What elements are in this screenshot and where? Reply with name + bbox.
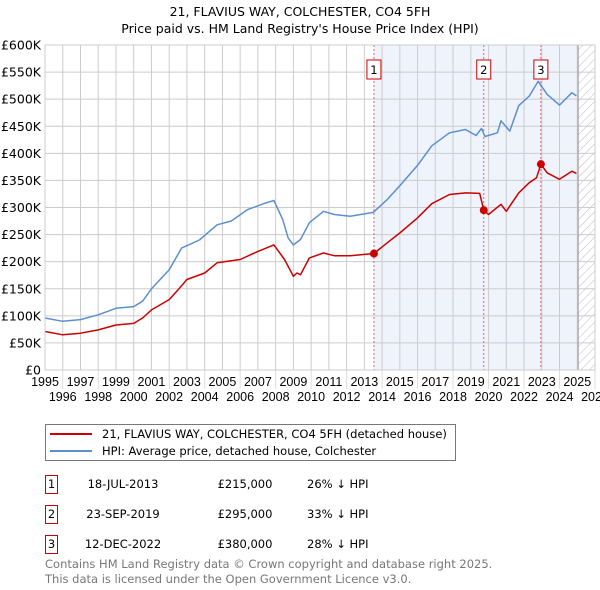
x-tick-label: 2003 [173, 375, 201, 389]
x-tick-label: 2017 [421, 375, 449, 389]
y-tick-label: £100K [1, 308, 42, 323]
transaction-marker: 3 [45, 535, 58, 554]
y-tick-label: £200K [1, 254, 42, 269]
x-tick-label: 1997 [67, 375, 95, 389]
x-tick-label: 2002 [155, 390, 183, 404]
transaction-marker: 2 [45, 505, 58, 524]
x-tick-label: 1999 [102, 375, 130, 389]
legend-item-property: 21, FLAVIUS WAY, COLCHESTER, CO4 5FH (de… [50, 426, 447, 442]
sale-label-box [366, 59, 382, 80]
chart-legend: 21, FLAVIUS WAY, COLCHESTER, CO4 5FH (de… [45, 424, 456, 461]
sale-label-box [533, 59, 549, 80]
transaction-row: 3 12-DEC-2022 £380,000 28% ↓ HPI [45, 535, 465, 555]
x-tick-label: 2011 [315, 375, 342, 389]
y-tick-label: £250K [1, 227, 42, 242]
y-tick-label: £300K [1, 200, 42, 215]
x-tick-label: 2014 [368, 390, 396, 404]
y-tick-label: £600K [1, 38, 42, 53]
price-chart: 1995199619971998199920002001200220032004… [1, 38, 600, 405]
plot-border [44, 44, 596, 371]
x-tick-label: 2016 [404, 390, 432, 404]
x-tick-label: 2025 [563, 375, 591, 389]
transaction-price: £215,000 [217, 477, 273, 491]
transaction-price: £380,000 [217, 537, 273, 551]
chart-subtitle: Price paid vs. HM Land Registry's House … [121, 21, 479, 36]
transaction-hpi-diff: 28% ↓ HPI [307, 537, 369, 551]
x-tick-label: 2005 [209, 375, 237, 389]
sale-point [479, 206, 488, 215]
x-tick-label: 1998 [84, 390, 112, 404]
y-tick-label: £500K [1, 92, 42, 107]
x-tick-label: 2004 [191, 390, 219, 404]
sale-point [369, 249, 378, 258]
x-tick-label: 2022 [510, 390, 538, 404]
transaction-price: £295,000 [217, 507, 273, 521]
y-tick-label: £550K [1, 65, 42, 80]
transaction-date: 23-SEP-2019 [86, 507, 160, 521]
footer-licence: This data is licensed under the Open Gov… [45, 572, 412, 586]
x-tick-label: 1996 [49, 390, 77, 404]
hpi-line [44, 80, 577, 323]
x-tick-label: 2015 [386, 375, 414, 389]
x-tick-label: 2006 [226, 390, 254, 404]
x-tick-label: 2009 [279, 375, 307, 389]
footer-copyright: Contains HM Land Registry data © Crown c… [45, 557, 493, 571]
x-tick-label: 2013 [350, 375, 378, 389]
transaction-hpi-diff: 33% ↓ HPI [307, 507, 369, 521]
sale-label: 1 [370, 63, 377, 77]
x-tick-label: 2024 [546, 390, 574, 404]
sale-label-box [476, 59, 492, 80]
x-tick-label: 2007 [244, 375, 272, 389]
x-tick-label: 2012 [333, 390, 361, 404]
y-tick-label: £50K [9, 335, 42, 350]
property-price-line [44, 163, 577, 336]
x-tick-label: 2001 [138, 375, 166, 389]
x-tick-label: 2008 [262, 390, 290, 404]
y-tick-label: £0 [25, 363, 41, 378]
x-tick-label: 2020 [475, 390, 503, 404]
y-tick-label: £150K [1, 281, 42, 296]
x-tick-label: 2023 [528, 375, 556, 389]
legend-swatch-property [50, 433, 92, 435]
x-tick-label: 2018 [439, 390, 467, 404]
y-tick-label: £400K [1, 146, 42, 161]
transaction-marker: 1 [45, 475, 58, 494]
x-tick-label: 2019 [457, 375, 485, 389]
x-tick-label: 2021 [492, 375, 520, 389]
legend-label-property: 21, FLAVIUS WAY, COLCHESTER, CO4 5FH (de… [102, 427, 447, 441]
y-tick-label: £450K [1, 119, 42, 134]
x-tick-label: 2010 [297, 390, 325, 404]
sale-point [536, 160, 545, 169]
transaction-row: 2 23-SEP-2019 £295,000 33% ↓ HPI [45, 505, 465, 525]
legend-label-hpi: HPI: Average price, detached house, Colc… [102, 444, 377, 458]
sale-label: 2 [480, 63, 487, 77]
legend-swatch-hpi [50, 450, 92, 452]
x-tick-label: 1995 [31, 375, 59, 389]
transaction-date: 18-JUL-2013 [87, 477, 159, 491]
y-tick-label: £350K [1, 173, 42, 188]
x-tick-label: 2000 [120, 390, 148, 404]
x-tick-label: 2026 [581, 390, 600, 404]
transaction-row: 1 18-JUL-2013 £215,000 26% ↓ HPI [45, 475, 465, 495]
transaction-hpi-diff: 26% ↓ HPI [307, 477, 369, 491]
legend-item-hpi: HPI: Average price, detached house, Colc… [50, 443, 447, 459]
chart-title: 21, FLAVIUS WAY, COLCHESTER, CO4 5FH [169, 4, 431, 19]
transaction-date: 12-DEC-2022 [84, 537, 162, 551]
sale-label: 3 [537, 63, 544, 77]
